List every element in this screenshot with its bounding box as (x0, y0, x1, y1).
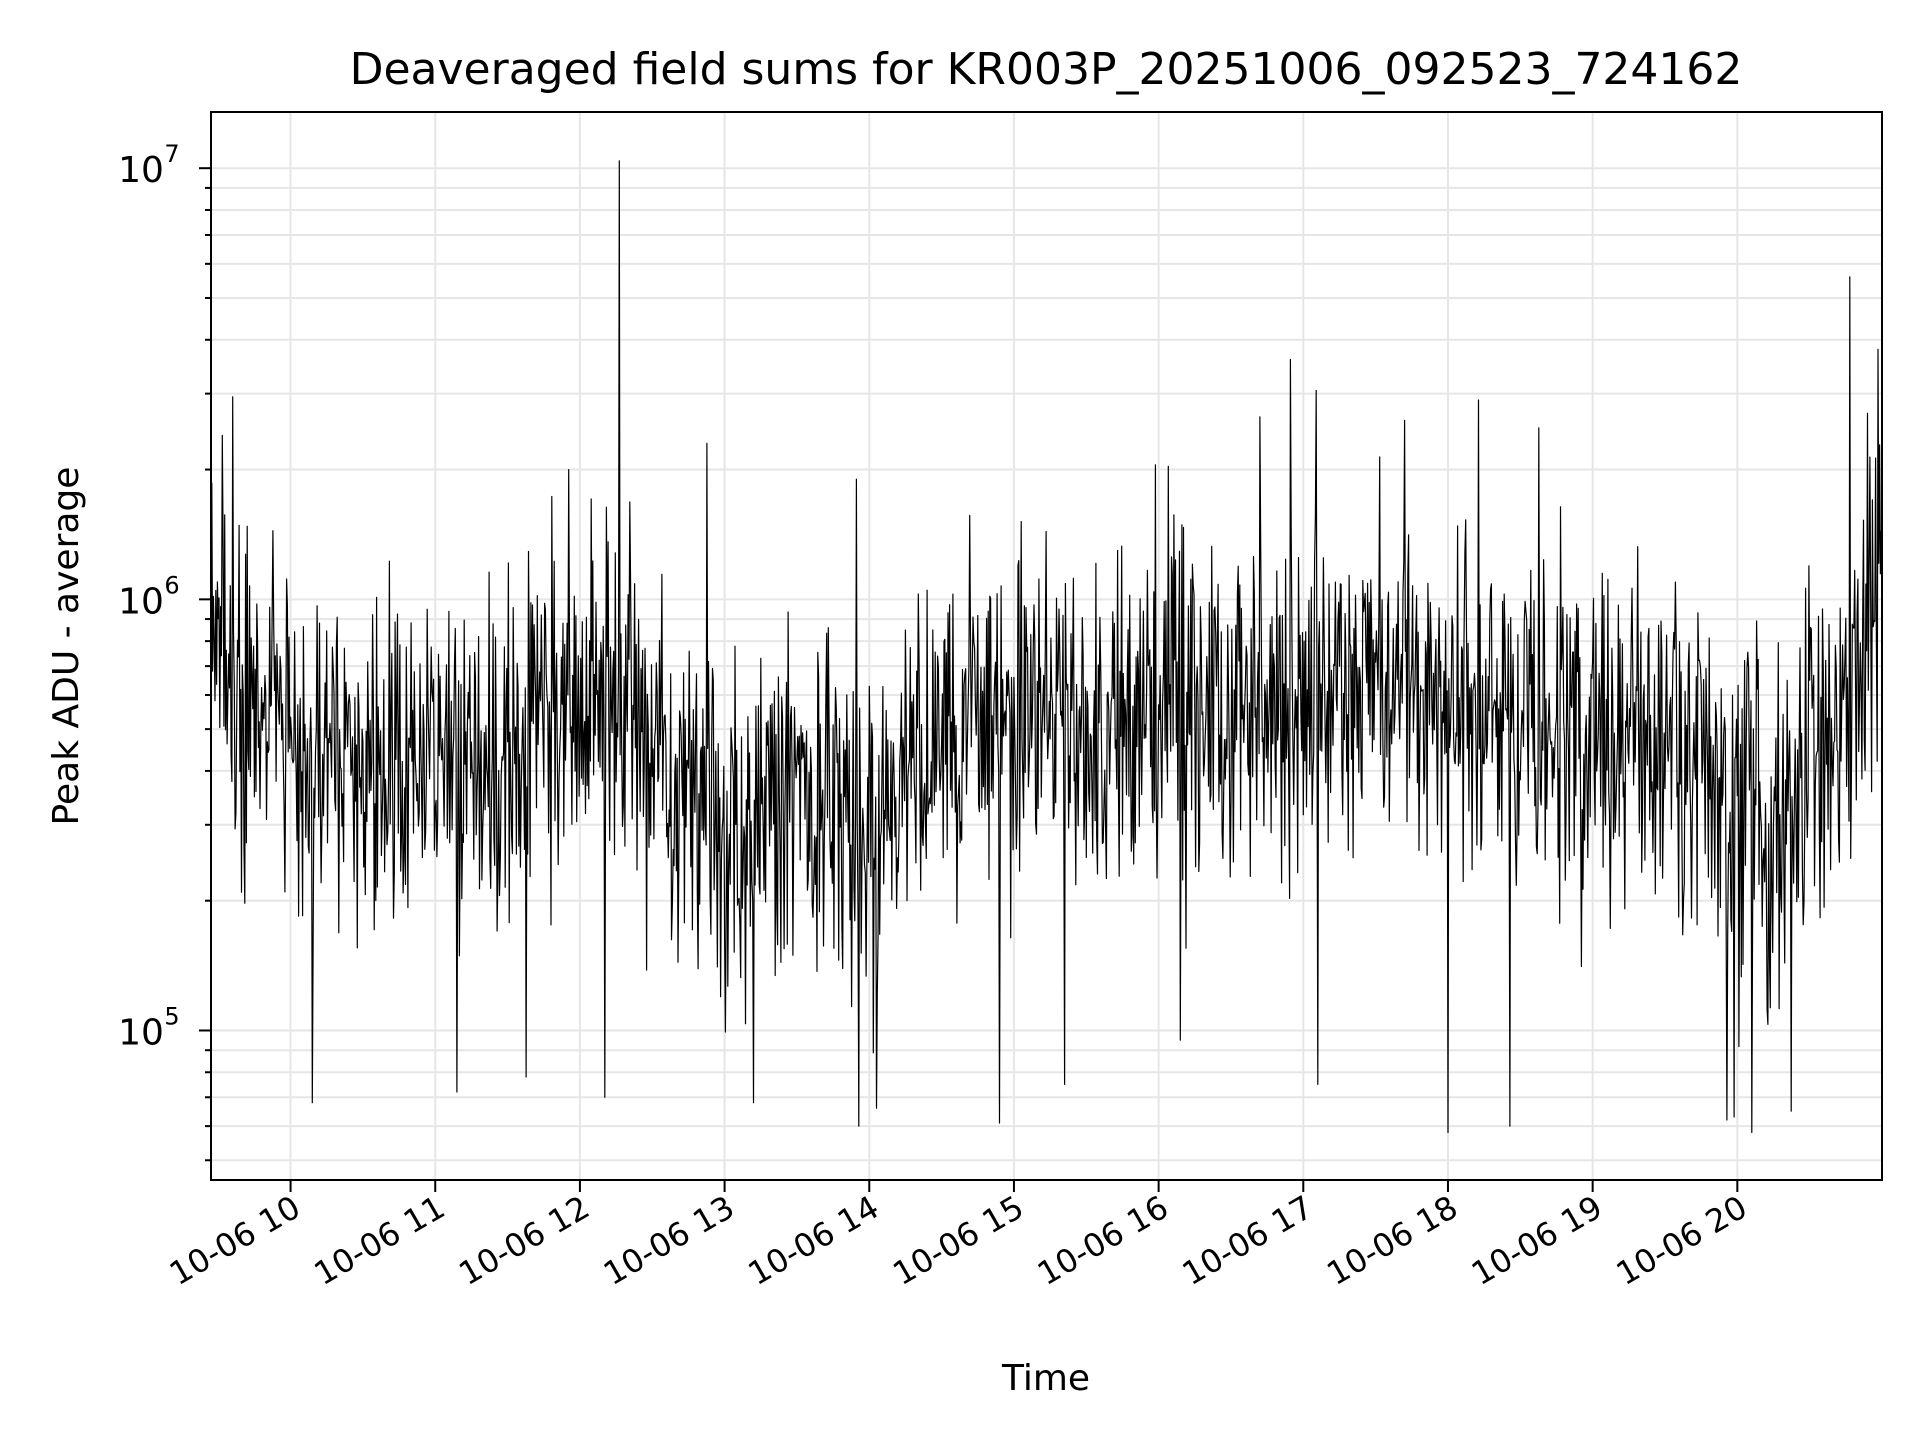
plot-frame (210, 111, 1883, 1181)
y-tick-base: 10 (118, 1012, 164, 1053)
y-tick-label: 10 6 (118, 571, 180, 622)
chart-title: Deaveraged field sums for KR003P_2025100… (350, 44, 1743, 95)
y-tick-exponent: 5 (164, 1002, 179, 1030)
y-tick-exponent: 6 (164, 571, 179, 599)
y-tick-base: 10 (118, 150, 164, 191)
x-axis-label: Time (1001, 1358, 1090, 1399)
y-tick-label: 10 5 (118, 1002, 180, 1053)
y-axis-label: Peak ADU - average (46, 467, 87, 826)
y-tick-label: 10 7 (118, 140, 180, 191)
series-field-sums (210, 160, 1883, 1134)
series-line (210, 160, 1883, 1134)
y-tick-base: 10 (118, 581, 164, 622)
y-tick-exponent: 7 (164, 140, 179, 168)
